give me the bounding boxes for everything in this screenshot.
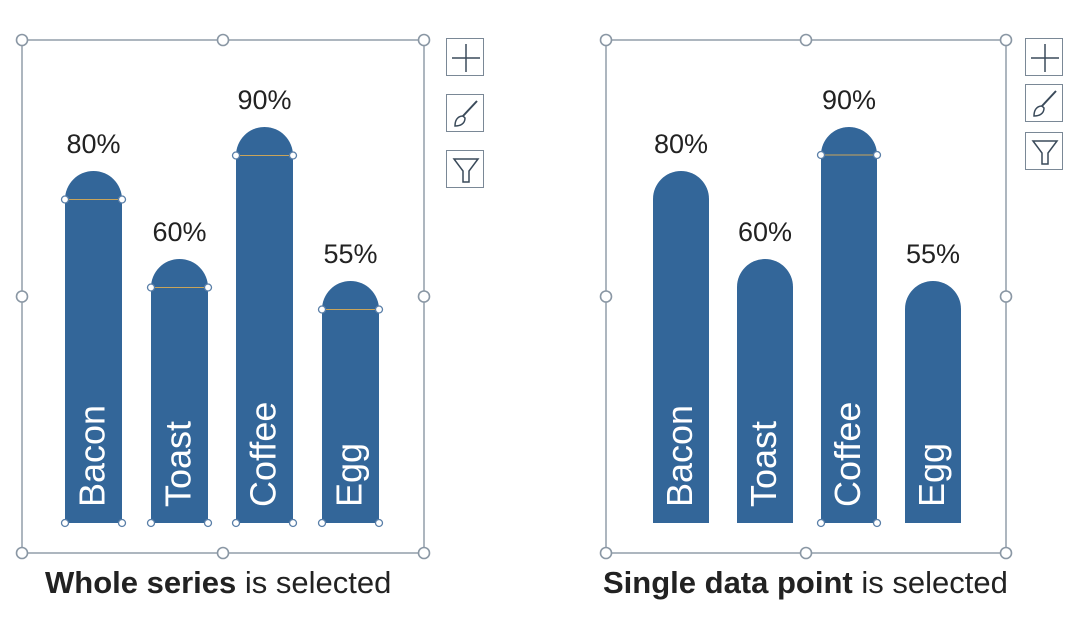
plus-icon [452,44,480,72]
selection-handle[interactable] [288,151,298,160]
data-label-coffee[interactable]: 90% [237,85,291,115]
brush-icon [1033,90,1057,117]
data-label-bacon[interactable]: 80% [66,129,120,159]
category-label-coffee: Coffee [827,402,868,507]
bar-egg[interactable] [322,281,379,523]
data-label-toast[interactable]: 60% [152,217,206,247]
resize-handle[interactable] [599,546,613,560]
data-label-toast[interactable]: 60% [738,217,792,247]
selection-handle[interactable] [816,150,826,160]
selection-handle[interactable] [117,195,127,204]
data-label-bacon[interactable]: 80% [654,129,708,159]
caption-right-bold: Single data point [603,565,853,600]
chart-styles-button[interactable] [446,94,484,132]
bar-bacon[interactable] [65,171,122,523]
selection-handle[interactable] [60,195,70,204]
selection-handle[interactable] [60,518,70,528]
data-label-coffee[interactable]: 90% [822,85,876,115]
resize-handle[interactable] [999,290,1013,303]
category-label-bacon: Bacon [72,405,113,507]
caption-left-rest: is selected [236,565,392,600]
selection-handle[interactable] [203,518,213,528]
selection-handle[interactable] [816,518,826,528]
funnel-icon [452,158,480,183]
bar-toast[interactable] [737,259,793,523]
chart-styles-button[interactable] [1025,84,1063,122]
funnel-icon [1031,140,1059,165]
resize-handle[interactable] [216,546,230,560]
selection-handle[interactable] [146,518,156,528]
selection-handle[interactable] [146,283,156,292]
selection-handle[interactable] [374,518,384,528]
selection-handle[interactable] [872,518,882,528]
resize-handle[interactable] [599,290,613,303]
category-label-egg: Egg [329,443,370,507]
resize-handle[interactable] [999,33,1013,47]
caption-left: Whole series is selected [45,565,391,601]
chart-filters-button[interactable] [446,150,484,188]
selection-handle[interactable] [374,305,384,314]
plus-icon [1031,44,1059,72]
selection-handle[interactable] [317,518,327,528]
category-label-egg: Egg [911,443,952,507]
chart-elements-button[interactable] [446,38,484,76]
resize-handle[interactable] [599,33,613,47]
resize-handle[interactable] [15,290,29,303]
selection-handle[interactable] [117,518,127,528]
resize-handle[interactable] [799,546,813,560]
category-label-bacon: Bacon [659,405,700,507]
resize-handle[interactable] [417,33,431,47]
resize-handle[interactable] [417,546,431,560]
resize-handle[interactable] [417,290,431,303]
resize-handle[interactable] [15,33,29,47]
data-label-egg[interactable]: 55% [323,239,377,269]
category-label-toast: Toast [158,421,199,507]
selection-handle[interactable] [231,518,241,528]
resize-handle[interactable] [999,546,1013,560]
selection-handle[interactable] [872,150,882,160]
resize-handle[interactable] [216,33,230,47]
caption-right: Single data point is selected [603,565,1008,601]
chart-filters-button[interactable] [1025,132,1063,170]
brush-icon [454,100,478,127]
category-label-coffee: Coffee [243,402,284,507]
chart-whole-series[interactable]: 80% Bacon 60% Toast 90% Coffee 55% Egg [15,33,431,560]
resize-handle[interactable] [15,546,29,560]
selection-handle[interactable] [288,518,298,528]
bar-toast[interactable] [151,259,208,523]
selection-handle[interactable] [231,151,241,160]
selection-handle[interactable] [317,305,327,314]
category-label-toast: Toast [743,421,784,507]
caption-left-bold: Whole series [45,565,237,600]
chart-single-point[interactable]: 80% Bacon 60% Toast 90% Coffee 55% Egg [599,33,1013,560]
bar-coffee[interactable] [236,127,293,524]
bar-bacon[interactable] [653,171,709,523]
caption-right-rest: is selected [852,565,1008,600]
selection-handle[interactable] [203,283,213,292]
data-label-egg[interactable]: 55% [906,239,960,269]
bar-egg[interactable] [905,281,961,523]
bar-coffee[interactable] [821,127,877,523]
chart-elements-button[interactable] [1025,38,1063,76]
resize-handle[interactable] [799,33,813,47]
